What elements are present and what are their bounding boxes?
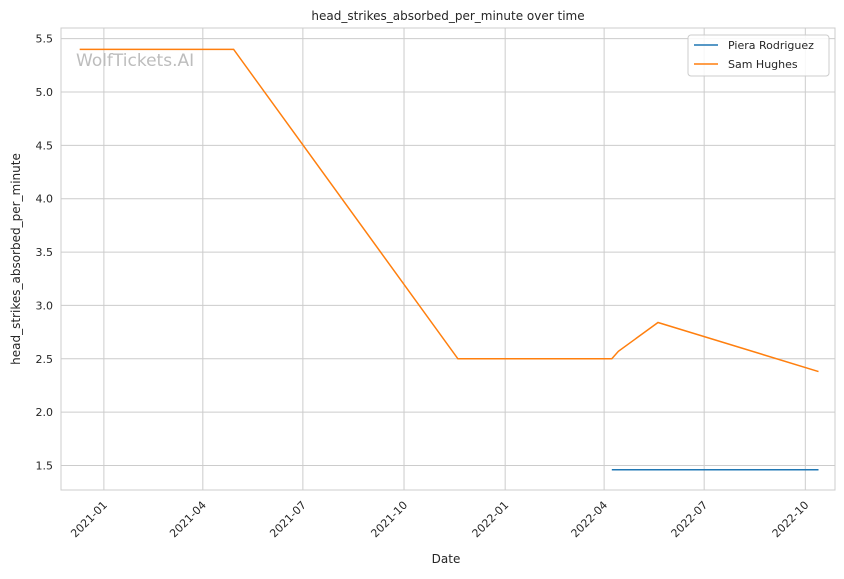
plot-frame bbox=[60, 27, 836, 491]
legend-label: Piera Rodriguez bbox=[728, 39, 814, 52]
y-tick-label: 3.0 bbox=[36, 299, 54, 312]
x-tick-label: 2021-04 bbox=[167, 499, 209, 541]
x-tick-label: 2021-07 bbox=[267, 499, 309, 541]
y-axis-label: head_strikes_absorbed_per_minute bbox=[9, 153, 23, 365]
y-tick-label: 5.0 bbox=[36, 86, 54, 99]
x-tick-label: 2022-01 bbox=[470, 499, 512, 541]
x-tick-label: 2022-04 bbox=[569, 499, 611, 541]
series-line-sam-hughes bbox=[79, 48, 819, 373]
legend: Piera Rodriguez Sam Hughes bbox=[687, 34, 830, 77]
x-tick-label: 2022-10 bbox=[770, 499, 812, 541]
chart-title: head_strikes_absorbed_per_minute over ti… bbox=[311, 9, 584, 23]
ticks: 2021-01 2021-04 2021-07 2021-10 2022-01 2022-… bbox=[36, 33, 812, 541]
y-tick-label: 4.5 bbox=[36, 139, 54, 152]
y-tick-label: 1.5 bbox=[36, 459, 54, 472]
grid bbox=[61, 28, 835, 490]
y-tick-label: 2.5 bbox=[36, 353, 54, 366]
legend-label: Sam Hughes bbox=[728, 58, 798, 71]
x-tick-label: 2021-01 bbox=[68, 499, 110, 541]
x-tick-label: 2022-07 bbox=[669, 499, 711, 541]
legend-box bbox=[687, 34, 830, 77]
series-lines bbox=[79, 48, 819, 471]
x-axis-label: Date bbox=[432, 552, 461, 566]
y-tick-label: 4.0 bbox=[36, 193, 54, 206]
y-tick-label: 5.5 bbox=[36, 33, 54, 46]
x-tick-label: 2021-10 bbox=[368, 499, 410, 541]
watermark: WolfTickets.AI bbox=[76, 51, 194, 71]
y-tick-label: 2.0 bbox=[36, 406, 54, 419]
y-tick-label: 3.5 bbox=[36, 246, 54, 259]
